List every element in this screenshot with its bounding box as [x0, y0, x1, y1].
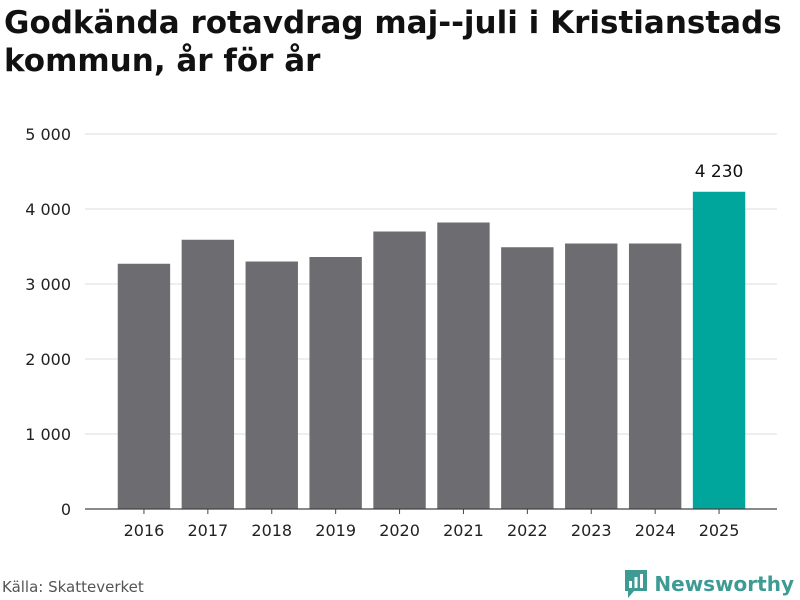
y-tick-label: 1 000	[25, 425, 71, 444]
y-tick-label: 0	[61, 500, 71, 519]
x-tick-label: 2022	[507, 521, 548, 540]
brand: Newsworthy	[624, 568, 794, 600]
x-axis-ticks: 2016 2017 2018 2019 2020 2021 2022 2023 2024 2025	[124, 509, 740, 540]
x-tick-label: 2016	[124, 521, 165, 540]
bar-2022	[501, 247, 554, 509]
data-label: 4 230	[695, 162, 744, 182]
source-note: Källa: Skatteverket	[2, 578, 144, 596]
bar-2021	[437, 222, 490, 509]
bar-2019	[309, 257, 362, 509]
y-tick-label: 2 000	[25, 350, 71, 369]
chart-title: Godkända rotavdrag maj--juli i Kristians…	[4, 5, 782, 79]
bar-2017	[181, 239, 235, 509]
bars	[117, 191, 746, 509]
x-tick-label: 2019	[315, 521, 356, 540]
bar-2025	[692, 191, 746, 509]
x-tick-label: 2023	[571, 521, 612, 540]
bar-2020	[373, 231, 426, 509]
bar-2016	[117, 263, 171, 509]
x-tick-label: 2018	[251, 521, 292, 540]
x-tick-label: 2017	[187, 521, 228, 540]
bar-2024	[628, 243, 682, 509]
x-tick-label: 2021	[443, 521, 484, 540]
x-tick-label: 2024	[635, 521, 676, 540]
y-axis-ticks: 0 1 000 2 000 3 000 4 000 5 000	[25, 125, 71, 519]
newsworthy-logo-icon	[625, 570, 648, 598]
y-tick-label: 4 000	[25, 200, 71, 219]
bar-2018	[245, 261, 298, 509]
data-labels: 4 230	[695, 162, 744, 182]
bar-2023	[565, 243, 618, 509]
x-tick-label: 2020	[379, 521, 420, 540]
y-tick-label: 5 000	[25, 125, 71, 144]
y-tick-label: 3 000	[25, 275, 71, 294]
x-tick-label: 2025	[699, 521, 740, 540]
brand-name: Newsworthy	[654, 572, 794, 596]
